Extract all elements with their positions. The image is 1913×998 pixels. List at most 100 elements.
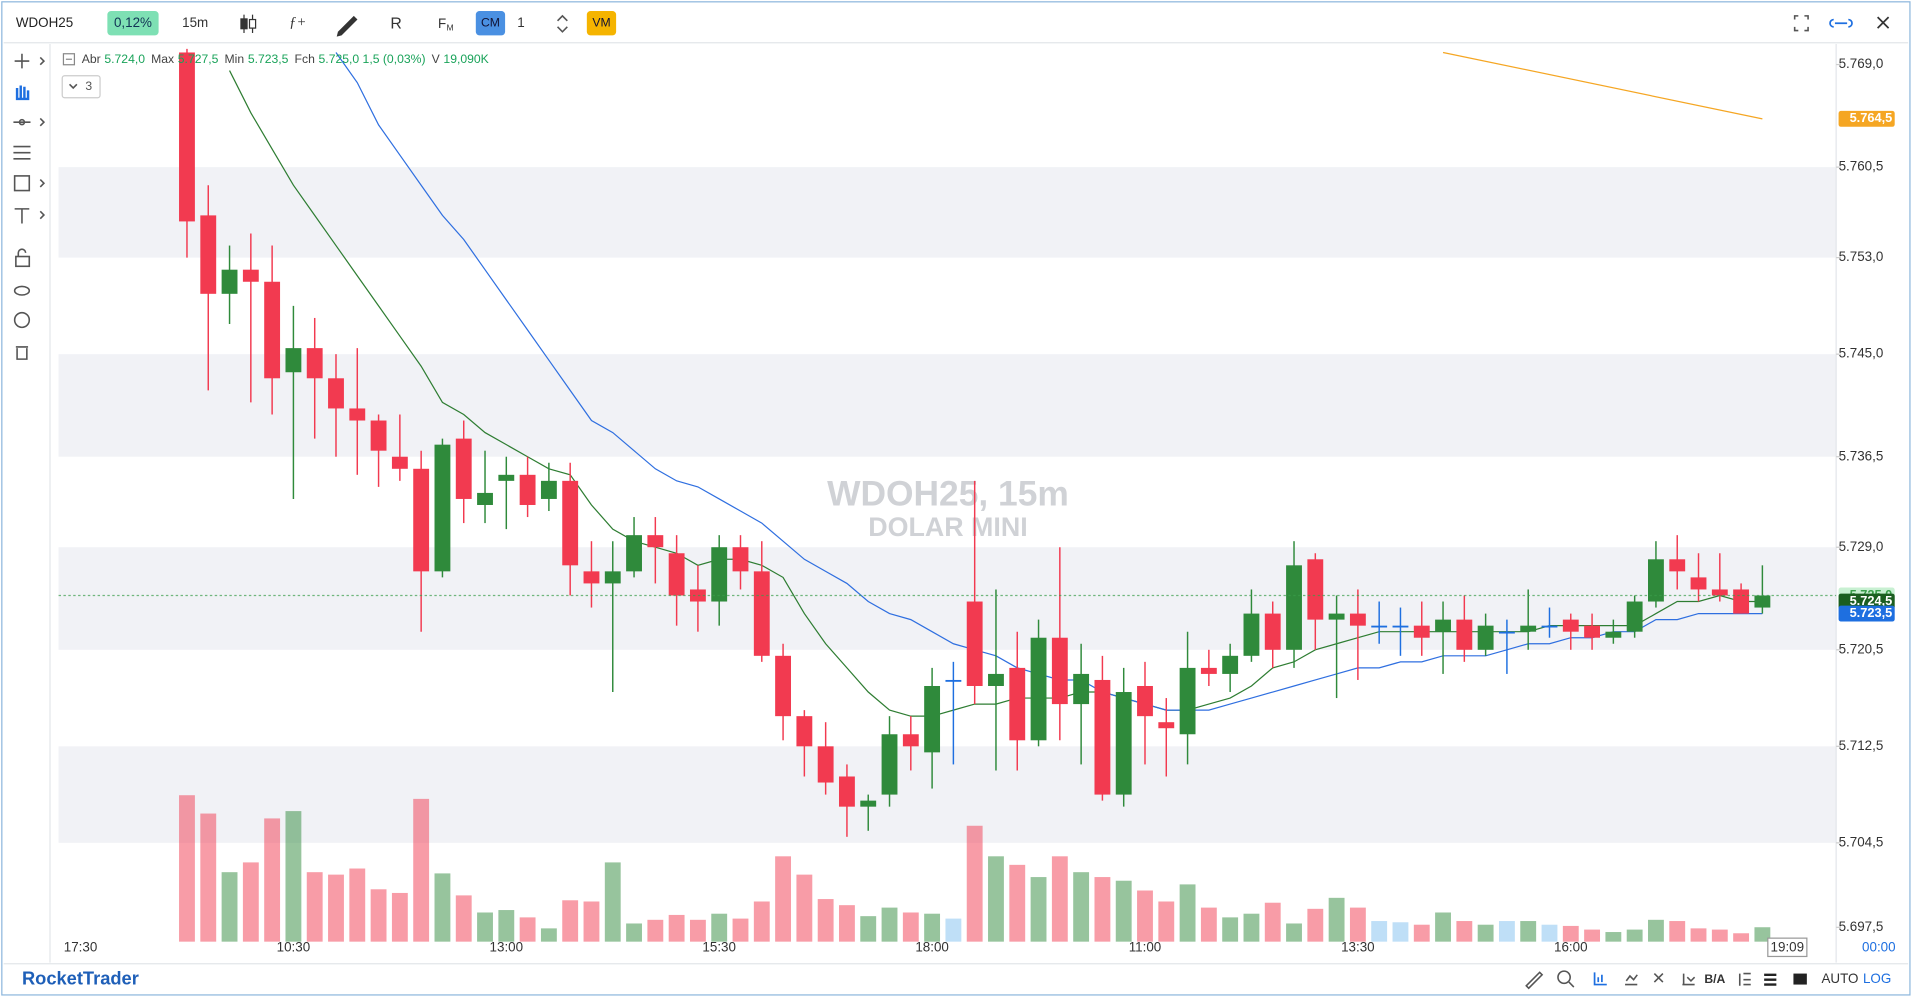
grid-toggle[interactable] — [1653, 973, 1664, 983]
volume-toggle[interactable] — [1593, 972, 1607, 986]
candle-body — [1094, 679, 1111, 795]
help-tool[interactable] — [13, 311, 31, 329]
auto-scale[interactable]: AUTO — [1821, 971, 1858, 986]
volume-bar — [1222, 917, 1239, 942]
candle-body — [498, 474, 515, 481]
candle-body — [1498, 631, 1515, 634]
candle-body — [1307, 559, 1324, 620]
candle-icon[interactable] — [240, 14, 257, 33]
candle-body — [796, 716, 813, 747]
chart-toggle[interactable] — [1625, 974, 1638, 986]
watermark-title: WDOH25, 15m — [827, 473, 1069, 513]
volume-bar — [881, 907, 898, 942]
candle-body — [668, 553, 685, 596]
volume-bar — [306, 872, 323, 942]
candle-body — [1477, 625, 1494, 650]
close-icon[interactable] — [1877, 16, 1890, 29]
candle-body — [1392, 625, 1409, 628]
legend-label: V — [432, 52, 441, 66]
candle-body — [221, 269, 238, 294]
volume-bar — [1371, 921, 1388, 942]
y-tick-label: 5.760,5 — [1839, 159, 1884, 174]
draw-icon[interactable] — [336, 15, 358, 37]
quantity[interactable]: 1 — [517, 15, 524, 30]
text-tool[interactable] — [14, 208, 30, 224]
volume-bar — [1435, 912, 1451, 942]
indicators[interactable]: ƒ+ — [289, 15, 306, 31]
panel-toggle[interactable] — [1793, 973, 1807, 985]
volume-bar — [391, 892, 408, 942]
spinner[interactable] — [556, 14, 568, 33]
moving-average — [335, 52, 1763, 711]
candle-body — [1158, 722, 1175, 729]
y-tick-label: 5.769,0 — [1839, 56, 1884, 71]
hand-tool[interactable] — [15, 85, 30, 101]
candle-body — [775, 655, 792, 717]
candle-body — [732, 547, 749, 572]
volume-bar — [689, 919, 706, 942]
rx-icon[interactable]: R — [390, 16, 401, 33]
candle-body — [455, 438, 472, 499]
cm-button[interactable] — [475, 10, 506, 36]
dom-toggle[interactable] — [1764, 973, 1777, 986]
fm[interactable]: F — [438, 16, 446, 31]
candle-body — [1328, 613, 1345, 620]
line-tool[interactable] — [13, 118, 31, 126]
volume-bar — [1051, 856, 1068, 942]
candle-body — [1222, 655, 1239, 674]
candle-body — [1413, 625, 1430, 638]
fib-tool[interactable] — [13, 145, 31, 160]
volume-bar — [796, 874, 813, 942]
expand-arrow[interactable] — [39, 117, 46, 127]
candle-body — [1648, 559, 1664, 602]
y-tick-label: 5.753,0 — [1839, 249, 1884, 264]
candle-body — [1562, 619, 1579, 632]
volume-bar — [1541, 924, 1558, 942]
log-scale[interactable]: LOG — [1863, 971, 1891, 986]
fullscreen-icon[interactable] — [1793, 15, 1809, 32]
volume-bar — [540, 928, 557, 942]
y-tick-label: 5.720,5 — [1839, 641, 1884, 656]
ba-toggle[interactable]: B/A — [1704, 972, 1725, 986]
volume-bar — [1200, 907, 1217, 942]
volume-bar — [626, 923, 642, 942]
legend-label: Abr — [82, 52, 101, 66]
candle-body — [1435, 619, 1451, 632]
eye-tool[interactable] — [13, 285, 31, 296]
expand-arrow[interactable] — [39, 56, 46, 66]
x-tick-label: 11:00 — [1129, 939, 1162, 954]
y-tick-label: 5.704,5 — [1839, 834, 1884, 849]
collapse-count: 3 — [85, 79, 92, 93]
volume-bar — [477, 912, 493, 942]
trades-toggle[interactable] — [1682, 973, 1696, 986]
shape-tool[interactable] — [13, 175, 31, 192]
expand-arrow[interactable] — [39, 210, 46, 220]
time-box — [1767, 937, 1808, 958]
link-icon[interactable] — [1829, 18, 1853, 28]
crosshair-tool[interactable] — [14, 53, 30, 69]
symbol[interactable]: WDOH25 — [16, 15, 73, 30]
book-toggle[interactable] — [1738, 972, 1751, 986]
legend-label: Max — [151, 52, 174, 66]
expand-arrow[interactable] — [39, 179, 46, 188]
collapse-button[interactable] — [61, 75, 101, 99]
interval[interactable]: 15m — [182, 15, 208, 30]
candle-body — [626, 535, 642, 572]
vm: VM — [592, 15, 610, 29]
x-tick-label: 13:00 — [490, 939, 524, 954]
candle-body — [434, 444, 451, 572]
candle-body — [1073, 673, 1090, 705]
lock-tool[interactable] — [15, 255, 31, 268]
ruler-tool[interactable] — [1525, 971, 1544, 990]
zoom-tool[interactable] — [1557, 970, 1571, 985]
legend-value: 5.724,0 — [104, 52, 145, 66]
volume-bar — [988, 856, 1004, 942]
candle-body — [242, 269, 259, 282]
candle-body — [1030, 637, 1047, 741]
price-tag — [1838, 593, 1895, 610]
candle-body — [540, 480, 557, 499]
vm-button[interactable] — [586, 10, 617, 36]
delete-tool[interactable] — [15, 346, 29, 360]
